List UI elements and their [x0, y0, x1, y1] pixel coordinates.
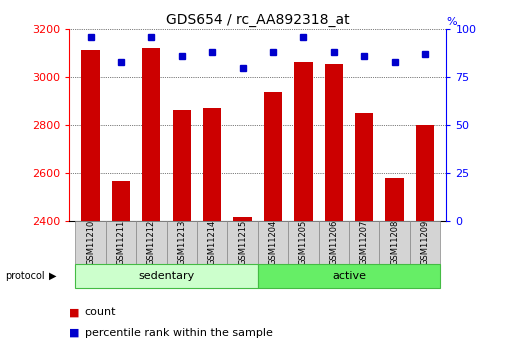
Text: GSM11204: GSM11204 [268, 220, 278, 265]
Text: GSM11206: GSM11206 [329, 220, 338, 265]
Bar [142, 49, 161, 345]
Bar [75, 264, 258, 288]
Text: %: % [446, 17, 457, 27]
Text: protocol: protocol [5, 271, 45, 281]
Bar [319, 221, 349, 264]
Bar [203, 108, 221, 345]
Text: ▶: ▶ [49, 271, 56, 281]
Bar [173, 109, 191, 345]
Text: GSM11210: GSM11210 [86, 220, 95, 265]
Bar [82, 50, 100, 345]
Text: count: count [85, 307, 116, 317]
Bar [136, 221, 167, 264]
Bar [258, 221, 288, 264]
Bar [197, 221, 227, 264]
Text: GSM11212: GSM11212 [147, 220, 156, 265]
Text: GSM11215: GSM11215 [238, 220, 247, 265]
Text: GSM11214: GSM11214 [208, 220, 216, 265]
Bar [264, 91, 282, 345]
Bar [288, 221, 319, 264]
Bar [416, 125, 434, 345]
Bar [385, 178, 404, 345]
Title: GDS654 / rc_AA892318_at: GDS654 / rc_AA892318_at [166, 13, 349, 27]
Text: ■: ■ [69, 307, 80, 317]
Bar [349, 221, 380, 264]
Bar [380, 221, 410, 264]
Bar [410, 221, 440, 264]
Bar [75, 221, 106, 264]
Bar [112, 181, 130, 345]
Text: GSM11213: GSM11213 [177, 220, 186, 265]
Bar [325, 64, 343, 345]
Bar [227, 221, 258, 264]
Text: GSM11207: GSM11207 [360, 220, 369, 265]
Text: ■: ■ [69, 328, 80, 338]
Bar [167, 221, 197, 264]
Bar [355, 113, 373, 345]
Text: GSM11208: GSM11208 [390, 220, 399, 265]
Text: sedentary: sedentary [139, 271, 195, 281]
Text: GSM11209: GSM11209 [421, 220, 429, 265]
Bar [233, 217, 252, 345]
Text: GSM11211: GSM11211 [116, 220, 126, 265]
Text: GSM11205: GSM11205 [299, 220, 308, 265]
Bar [294, 62, 312, 345]
Bar [106, 221, 136, 264]
Text: percentile rank within the sample: percentile rank within the sample [85, 328, 272, 338]
Bar [258, 264, 440, 288]
Text: active: active [332, 271, 366, 281]
